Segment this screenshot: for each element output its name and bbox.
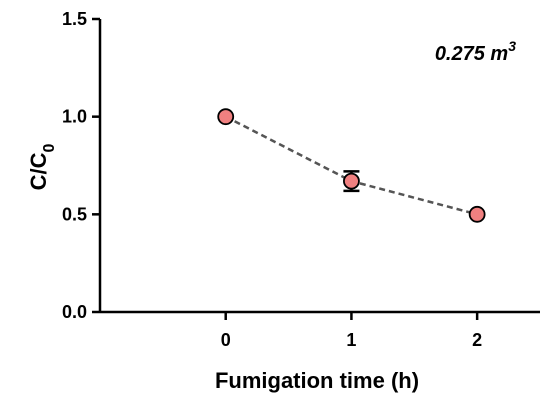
axes: 0.0 0.5 1.0 1.5 0 1 2 [62,9,540,350]
volume-annotation: 0.275 m3 [435,38,516,65]
x-tick-label: 1 [346,330,356,350]
y-axis-label: C/C0 [26,144,58,191]
volume-annotation-sup: 3 [508,38,516,54]
x-tick-label: 2 [472,330,482,350]
x-tick-label: 0 [221,330,231,350]
y-tick-label: 1.0 [62,107,87,127]
volume-annotation-text: 0.275 m [435,43,508,65]
data-point [343,172,360,190]
x-axis-label: Fumigation time (h) [215,368,419,393]
y-tick-label: 0.5 [62,204,87,224]
data-point [468,205,486,223]
data-point [217,108,235,126]
y-axis-label-main: C/C [26,152,51,190]
series [217,108,486,223]
y-tick-label: 0.0 [62,302,87,322]
y-axis-label-sub: 0 [41,144,58,153]
y-tick-label: 1.5 [62,9,87,29]
series-line [225,115,478,216]
